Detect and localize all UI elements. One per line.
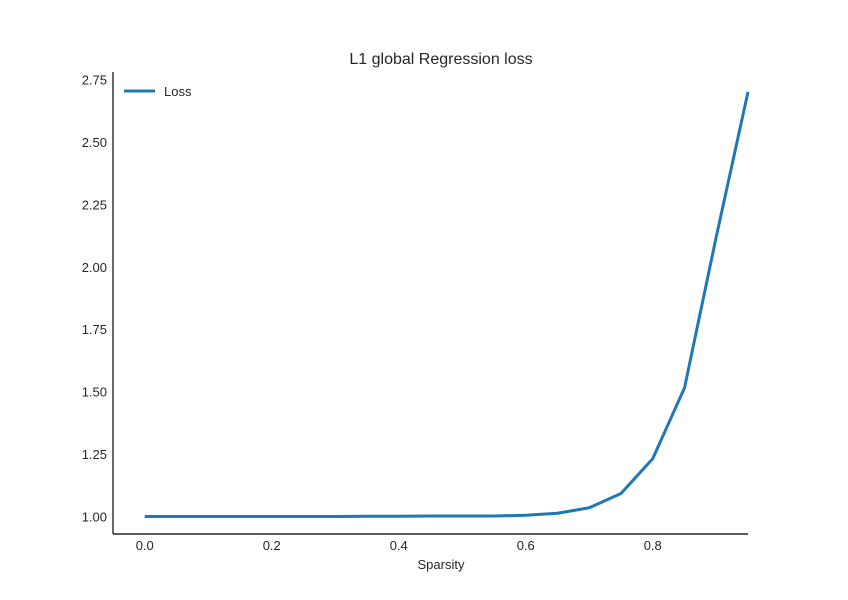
legend: Loss [124,84,192,99]
y-tick-label: 1.50 [82,385,107,400]
x-axis-ticks: 0.0 0.2 0.4 0.6 0.8 [136,538,662,553]
legend-label-loss: Loss [164,84,192,99]
y-tick-label: 2.00 [82,260,107,275]
y-tick-label: 1.00 [82,510,107,525]
y-axis-ticks: 1.00 1.25 1.50 1.75 2.00 2.25 2.50 2.75 [82,72,107,524]
y-tick-label: 2.75 [82,72,107,87]
y-tick-label: 2.25 [82,197,107,212]
series-layer [144,91,750,519]
series-line-loss [144,91,750,519]
x-tick-label: 0.4 [390,538,408,553]
x-tick-label: 0.2 [263,538,281,553]
x-tick-label: 0.8 [644,538,662,553]
chart-title: L1 global Regression loss [349,51,532,68]
x-axis-label: Sparsity [418,557,465,572]
y-tick-label: 2.50 [82,135,107,150]
y-tick-label: 1.75 [82,322,107,337]
x-tick-label: 0.6 [517,538,535,553]
y-tick-label: 1.25 [82,447,107,462]
x-tick-label: 0.0 [136,538,154,553]
